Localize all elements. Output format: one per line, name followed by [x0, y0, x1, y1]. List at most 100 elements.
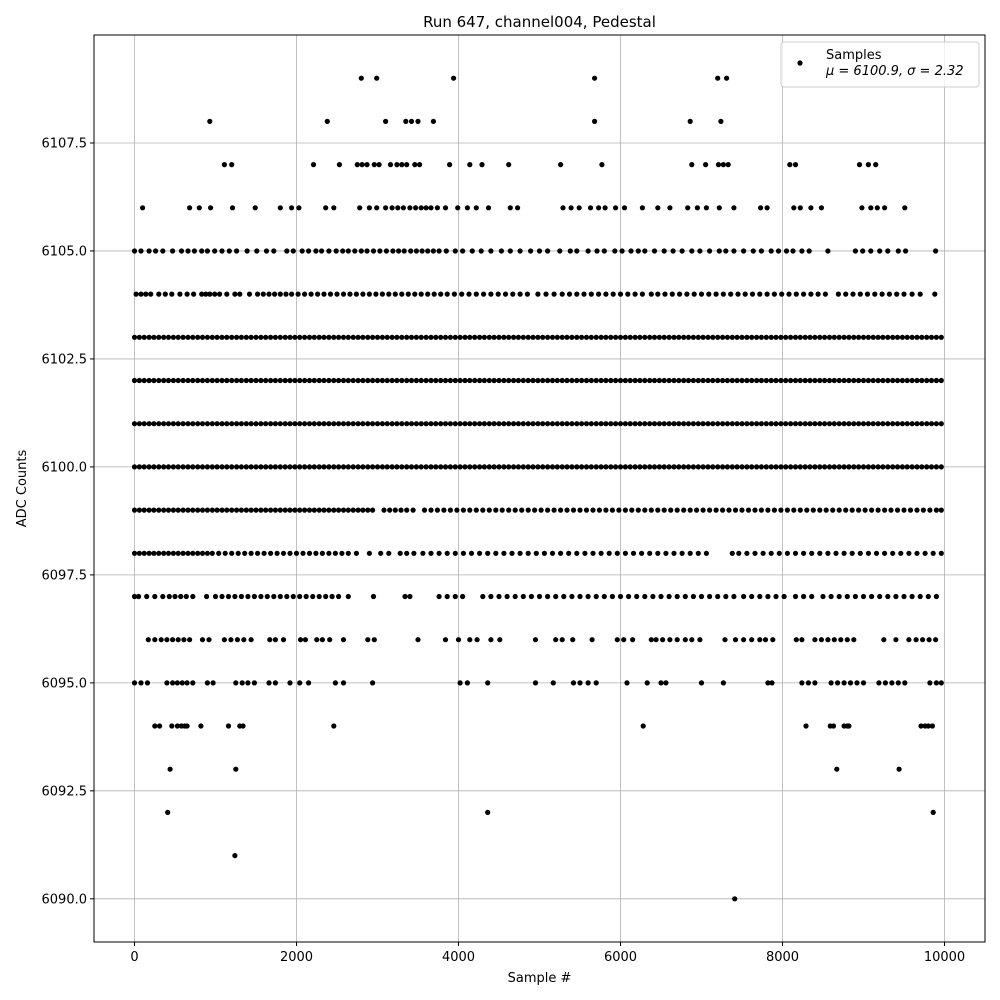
data-point — [287, 464, 293, 470]
data-point — [411, 550, 417, 556]
data-point — [175, 507, 181, 513]
data-point — [175, 464, 181, 470]
data-point — [145, 637, 151, 643]
data-point — [830, 723, 837, 729]
data-point — [263, 464, 269, 470]
data-point — [209, 550, 215, 556]
data-point — [567, 248, 573, 254]
data-point — [768, 464, 774, 470]
data-point — [478, 248, 484, 254]
data-point — [596, 507, 603, 513]
data-point — [700, 464, 706, 470]
data-point — [630, 637, 636, 643]
data-point — [510, 377, 517, 384]
data-point — [206, 637, 212, 643]
data-point — [663, 680, 669, 686]
data-point — [491, 464, 497, 470]
data-point — [442, 377, 449, 384]
data-point — [902, 680, 908, 686]
data-point — [569, 421, 575, 427]
data-point — [851, 637, 857, 643]
data-point — [700, 377, 706, 384]
data-point — [195, 334, 201, 340]
data-point — [690, 377, 697, 384]
data-point — [447, 507, 453, 513]
data-point — [660, 637, 666, 643]
data-point — [627, 377, 633, 384]
data-point — [185, 421, 191, 427]
data-point — [195, 377, 201, 384]
data-point — [180, 507, 186, 513]
data-point — [209, 377, 215, 384]
data-point — [765, 593, 771, 600]
data-point — [190, 550, 196, 556]
data-point — [687, 118, 693, 124]
data-point — [496, 334, 502, 340]
data-point — [639, 205, 646, 211]
data-point — [783, 464, 789, 470]
y-tick-label: 6102.5 — [42, 352, 88, 367]
data-point — [284, 593, 290, 600]
data-point — [408, 464, 415, 470]
data-point — [778, 507, 784, 513]
data-point — [480, 593, 486, 600]
data-point — [169, 723, 175, 729]
data-point — [850, 291, 856, 297]
data-point — [243, 464, 249, 470]
data-point — [491, 421, 497, 427]
data-point — [817, 421, 823, 427]
data-point — [131, 421, 138, 427]
data-point — [496, 421, 502, 427]
data-point — [731, 593, 737, 600]
data-point — [425, 248, 431, 254]
data-point — [723, 593, 729, 600]
data-point — [515, 464, 522, 470]
data-point — [392, 291, 398, 297]
data-point — [228, 637, 234, 643]
data-point — [340, 377, 347, 384]
data-point — [306, 377, 313, 384]
data-point — [757, 291, 763, 297]
data-point — [899, 464, 906, 470]
data-point — [846, 464, 852, 470]
data-point — [588, 377, 594, 384]
data-point — [616, 507, 622, 513]
data-point — [707, 507, 713, 513]
data-point — [762, 637, 769, 643]
data-point — [413, 464, 419, 470]
data-point — [528, 248, 534, 254]
data-point — [729, 334, 735, 340]
data-point — [331, 723, 337, 729]
data-point — [268, 550, 274, 556]
data-point — [862, 507, 868, 513]
data-point — [374, 421, 381, 427]
data-point — [528, 593, 535, 600]
data-point — [642, 464, 648, 470]
data-point — [925, 723, 931, 729]
data-point — [899, 421, 906, 427]
data-point — [739, 464, 745, 470]
data-point — [655, 205, 661, 211]
data-point — [856, 162, 863, 168]
data-point — [336, 507, 342, 513]
data-point — [885, 464, 891, 470]
data-point — [801, 291, 807, 297]
data-point — [321, 291, 327, 297]
data-point — [622, 464, 629, 470]
data-point — [938, 550, 944, 556]
data-point — [924, 421, 930, 427]
data-point — [685, 205, 691, 211]
data-point — [378, 550, 384, 556]
data-point — [763, 421, 769, 427]
y-tick-label: 6092.5 — [42, 784, 88, 799]
data-point — [869, 507, 875, 513]
data-point — [928, 464, 935, 470]
data-point — [822, 377, 828, 384]
data-point — [243, 334, 249, 340]
data-point — [506, 464, 512, 470]
data-point — [807, 421, 813, 427]
data-point — [540, 377, 546, 384]
data-point — [651, 334, 658, 340]
data-point — [558, 550, 564, 556]
data-point — [313, 550, 319, 556]
